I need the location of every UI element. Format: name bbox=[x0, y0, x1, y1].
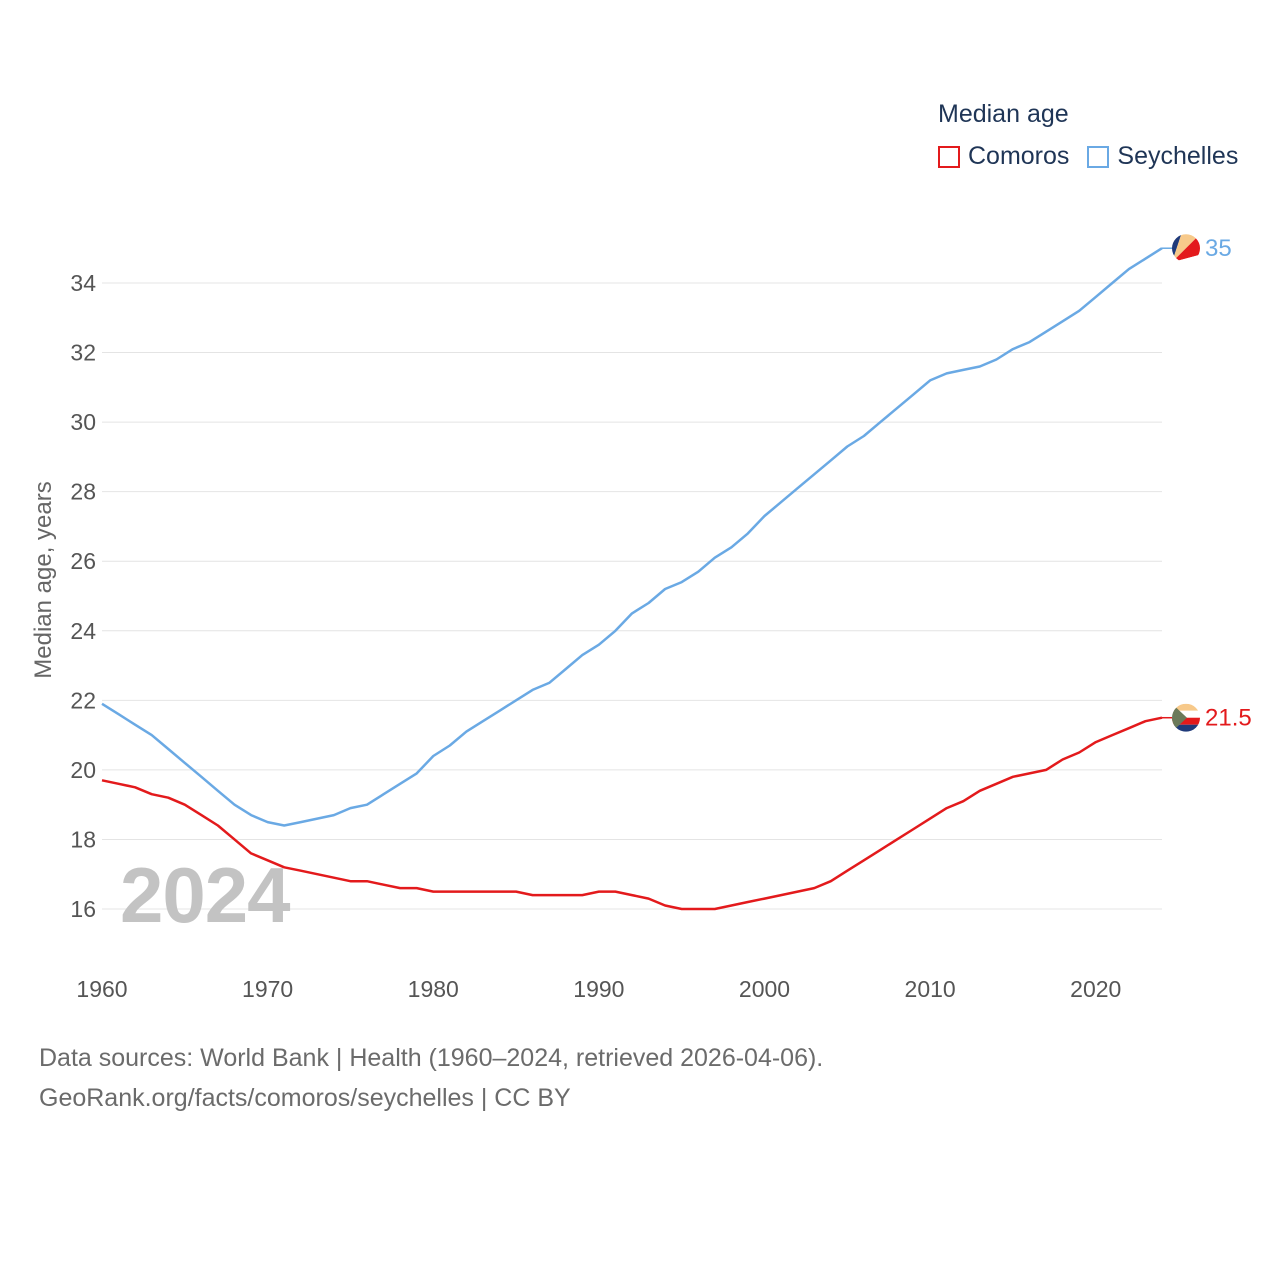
x-axis: 1960 1970 1980 1990 2000 2010 2020 bbox=[76, 976, 1121, 1002]
footer-attribution[interactable]: GeoRank.org/facts/comoros/seychelles | C… bbox=[39, 1084, 571, 1112]
legend-swatch-comoros bbox=[938, 145, 960, 168]
x-tick-label: 2010 bbox=[905, 976, 956, 1002]
y-tick-label: 34 bbox=[70, 270, 96, 296]
x-tick-label: 1990 bbox=[573, 976, 624, 1002]
legend-swatch-seychelles bbox=[1087, 145, 1110, 168]
x-tick-label: 1980 bbox=[408, 976, 459, 1002]
y-axis-label: Median age, years bbox=[30, 481, 57, 678]
y-tick-label: 28 bbox=[70, 479, 96, 505]
y-axis: 16 18 20 22 24 26 28 30 32 34 bbox=[70, 270, 96, 922]
legend-item-seychelles[interactable]: Seychelles bbox=[1087, 142, 1238, 171]
x-tick-label: 2020 bbox=[1070, 976, 1121, 1002]
end-value-label-seychelles: 35 bbox=[1205, 235, 1232, 262]
y-tick-label: 22 bbox=[70, 687, 96, 713]
flag-icon-comoros bbox=[1172, 703, 1200, 732]
legend-label-comoros: Comoros bbox=[968, 142, 1070, 170]
series-lines bbox=[101, 247, 1163, 911]
y-tick-label: 24 bbox=[70, 618, 96, 644]
end-markers: 35 21.5 bbox=[1162, 234, 1252, 732]
y-tick-label: 30 bbox=[70, 409, 96, 435]
flag-icon-seychelles bbox=[1172, 234, 1200, 263]
y-tick-label: 32 bbox=[70, 340, 96, 366]
end-value-label-comoros: 21.5 bbox=[1205, 705, 1252, 732]
y-tick-label: 18 bbox=[70, 826, 96, 852]
series-line-comoros[interactable] bbox=[101, 716, 1163, 911]
series-line-seychelles[interactable] bbox=[101, 247, 1163, 827]
x-tick-label: 1960 bbox=[76, 976, 127, 1002]
x-tick-label: 2000 bbox=[739, 976, 790, 1002]
gridlines bbox=[102, 282, 1162, 910]
legend: Comoros Seychelles bbox=[938, 142, 1256, 171]
footer-sources: Data sources: World Bank | Health (1960–… bbox=[39, 1044, 824, 1072]
legend-item-comoros[interactable]: Comoros bbox=[938, 142, 1069, 171]
legend-label-seychelles: Seychelles bbox=[1117, 142, 1239, 170]
x-tick-label: 1970 bbox=[242, 976, 293, 1002]
y-tick-label: 16 bbox=[70, 896, 96, 922]
y-tick-label: 26 bbox=[70, 548, 96, 574]
current-year-label: 2024 bbox=[120, 851, 291, 939]
legend-title: Median age bbox=[938, 100, 1069, 128]
y-tick-label: 20 bbox=[70, 757, 96, 783]
